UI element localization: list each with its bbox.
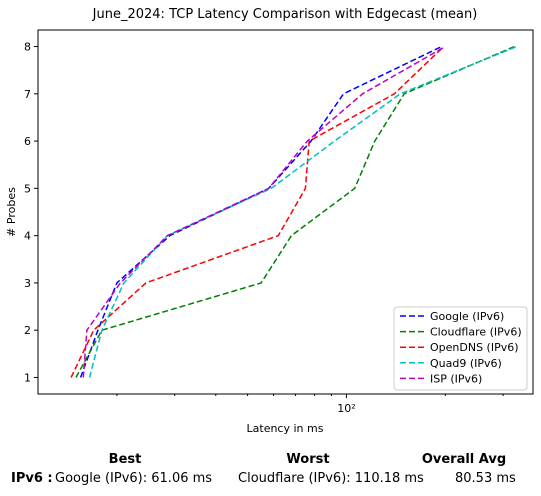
- legend-label: Quad9 (IPv6): [430, 357, 502, 370]
- y-axis-label: # Probes: [5, 187, 18, 237]
- latency-chart: June_2024: TCP Latency Comparison with E…: [5, 7, 534, 435]
- y-tick-label: 8: [24, 41, 31, 54]
- summary-header-best: Best: [108, 452, 142, 467]
- series-line-isp-ipv6: [82, 45, 446, 378]
- summary-row-label: IPv6 :: [11, 471, 53, 486]
- summary-worst-value: Cloudflare (IPv6): 110.18 ms: [238, 471, 424, 486]
- y-tick-label: 5: [24, 182, 31, 195]
- legend-label: OpenDNS (IPv6): [430, 341, 519, 354]
- series-line-opendns-ipv6: [70, 45, 445, 378]
- chart-title: June_2024: TCP Latency Comparison with E…: [92, 7, 478, 22]
- summary-header-avg: Overall Avg: [421, 452, 507, 467]
- summary-header-worst: Worst: [286, 452, 330, 467]
- y-tick-label: 6: [24, 135, 31, 148]
- y-tick-label: 7: [24, 88, 31, 101]
- series-lines: [70, 45, 517, 378]
- legend-label: ISP (IPv6): [430, 372, 482, 385]
- x-axis-ticks: 10²: [116, 394, 504, 415]
- legend-frame: [393, 306, 528, 391]
- legend: Google (IPv6) Cloudflare (IPv6) OpenDNS (I…: [393, 306, 528, 391]
- y-axis-ticks: 1 2 3 4 5 6 7 8: [24, 41, 38, 384]
- summary-best-value: Google (IPv6): 61.06 ms: [55, 471, 213, 486]
- legend-label: Cloudflare (IPv6): [430, 326, 522, 339]
- legend-label: Google (IPv6): [430, 310, 504, 323]
- y-tick-label: 2: [24, 324, 31, 337]
- y-tick-label: 1: [24, 371, 31, 384]
- summary-avg-value: 80.53 ms: [455, 471, 516, 486]
- y-tick-label: 4: [24, 230, 31, 243]
- series-line-quad9-ipv6: [88, 45, 517, 378]
- x-axis-label: Latency in ms: [247, 422, 324, 435]
- y-tick-label: 3: [24, 277, 31, 290]
- x-tick-label: 10²: [337, 402, 355, 415]
- series-line-cloudflare-ipv6: [75, 45, 515, 378]
